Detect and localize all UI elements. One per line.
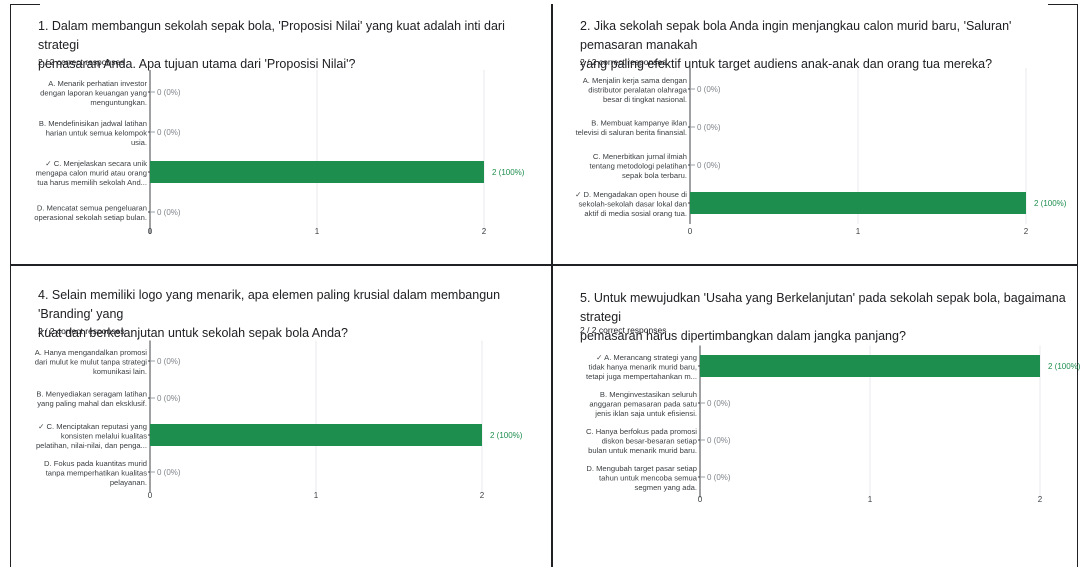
category-label: D. Mengubah target pasar setiap tahun unt…: [586, 464, 697, 492]
question-title-line-1: 2. Jika sekolah sepak bola Anda ingin me…: [580, 19, 1012, 52]
category-label: C. Hanya berfokus pada promosi diskon bes…: [586, 427, 697, 455]
category-label: A. Hanya mengandalkan promosi dari mulut …: [35, 348, 148, 376]
question-panel-1: 1. Dalam membangun sekolah sepak bola, '…: [10, 4, 551, 264]
x-tick-label: 1: [314, 491, 319, 500]
question-title-line-2: pemasaran harus dipertimbangkan dalam ja…: [580, 329, 906, 343]
x-tick-label: 2: [480, 491, 485, 500]
data-label: 0 (0%): [697, 123, 721, 132]
question-title: 2. Jika sekolah sepak bola Anda ingin me…: [580, 17, 1075, 74]
data-label: 0 (0%): [157, 128, 181, 137]
top-border-left: [10, 4, 40, 5]
data-label: 2 (100%): [1034, 199, 1067, 208]
category-label: D. Fokus pada kuantitas murid tanpa mempe…: [44, 459, 147, 487]
x-tick-label: 0: [148, 491, 153, 500]
category-label: A. Menarik perhatian investor dengan lapo…: [40, 79, 147, 107]
correct-responses: 2 / 2 correct responses: [580, 57, 667, 67]
question-title-line-1: 4. Selain memiliki logo yang menarik, ap…: [38, 288, 501, 321]
bar: [690, 192, 1026, 214]
question-title-line-1: 1. Dalam membangun sekolah sepak bola, '…: [38, 19, 505, 52]
top-border-right: [1048, 4, 1078, 5]
x-tick-label: 0: [698, 495, 703, 504]
question-panel-5: 5. Untuk mewujudkan 'Usaha yang Berkelan…: [553, 266, 1081, 567]
category-label: ✓ A. Merancang strategi yang tidak hanya …: [586, 353, 697, 381]
x-tick-label: 2: [1024, 227, 1029, 236]
right-border: [1077, 4, 1078, 567]
horizontal-divider: [10, 264, 1078, 266]
question-title: 4. Selain memiliki logo yang menarik, ap…: [38, 286, 543, 343]
category-label: A. Menjalin kerja sama dengan distributor…: [583, 76, 688, 104]
x-tick-label: 2: [482, 227, 487, 236]
data-label: 0 (0%): [707, 399, 731, 408]
data-label: 0 (0%): [697, 85, 721, 94]
correct-responses: 2 / 2 correct responses: [580, 325, 667, 335]
x-tick-label: 1: [868, 495, 873, 504]
category-label: C. Menerbitkan jurnal ilmiah tentang meto…: [589, 152, 687, 180]
question-title-line-2: yang paling efektif untuk target audiens…: [580, 57, 993, 71]
data-label: 0 (0%): [707, 436, 731, 445]
data-label: 0 (0%): [157, 468, 181, 477]
data-label: 0 (0%): [157, 357, 181, 366]
category-label: B. Mendefinisikan jadwal latihan harian u…: [39, 119, 147, 147]
category-label: B. Membuat kampanye iklan televisi di sal…: [576, 119, 687, 138]
data-label: 0 (0%): [697, 161, 721, 170]
category-label: B. Menyediakan seragam latihan yang palin…: [36, 390, 147, 409]
category-label: ✓ C. Menjelaskan secara unik mengapa calo…: [36, 159, 148, 187]
x-tick-label: 0: [688, 227, 693, 236]
quiz-results-grid: 1. Dalam membangun sekolah sepak bola, '…: [10, 4, 1081, 567]
question-title-line-2: kuat dan berkelanjutan untuk sekolah sep…: [38, 326, 348, 340]
data-label: 2 (100%): [490, 431, 523, 440]
x-tick-label: 1: [315, 227, 320, 236]
category-label: D. Mencatat semua pengeluaran operasional…: [34, 204, 147, 223]
left-border: [10, 4, 11, 567]
bar-chart: 0 1 2 A. Menjalin kerja sama dengan distribu…: [575, 68, 1067, 236]
bar-chart: 0 1 2 ✓ A. Merancang strategi yang tidak han…: [586, 345, 1081, 504]
data-label: 0 (0%): [707, 473, 731, 482]
correct-responses: 2 / 2 correct responses: [38, 57, 125, 67]
question-title-line-2: pemasaran Anda. Apa tujuan utama dari 'P…: [38, 57, 356, 71]
category-label: B. Menginvestasikan seluruh anggaran pema…: [589, 390, 697, 418]
data-label: 2 (100%): [492, 168, 525, 177]
x-tick-label: 1: [856, 227, 861, 236]
bar: [150, 161, 484, 183]
question-title-line-1: 5. Untuk mewujudkan 'Usaha yang Berkelan…: [580, 291, 1066, 324]
category-label: ✓ D. Mengadakan open house di sekolah-sek…: [575, 190, 687, 218]
data-label: 0 (0%): [157, 208, 181, 217]
bar: [150, 424, 482, 446]
bar-chart: 0 1 2 A. Hanya mengandalkan promosi dari mul…: [35, 340, 523, 500]
bar: [700, 355, 1040, 377]
correct-responses: 2 / 2 correct responses: [38, 326, 125, 336]
question-title: 1. Dalam membangun sekolah sepak bola, '…: [38, 17, 543, 74]
question-title: 5. Untuk mewujudkan 'Usaha yang Berkelan…: [580, 289, 1075, 346]
data-label: 0 (0%): [157, 88, 181, 97]
data-label: 2 (100%): [1048, 362, 1081, 371]
vertical-divider: [551, 4, 553, 567]
question-panel-4: 4. Selain memiliki logo yang menarik, ap…: [10, 266, 551, 567]
question-panel-2: 2. Jika sekolah sepak bola Anda ingin me…: [553, 4, 1078, 264]
category-label: ✓ C. Menciptakan reputasi yang konsisten …: [36, 422, 147, 450]
x-tick-label: 2: [1038, 495, 1043, 504]
data-label: 0 (0%): [157, 394, 181, 403]
